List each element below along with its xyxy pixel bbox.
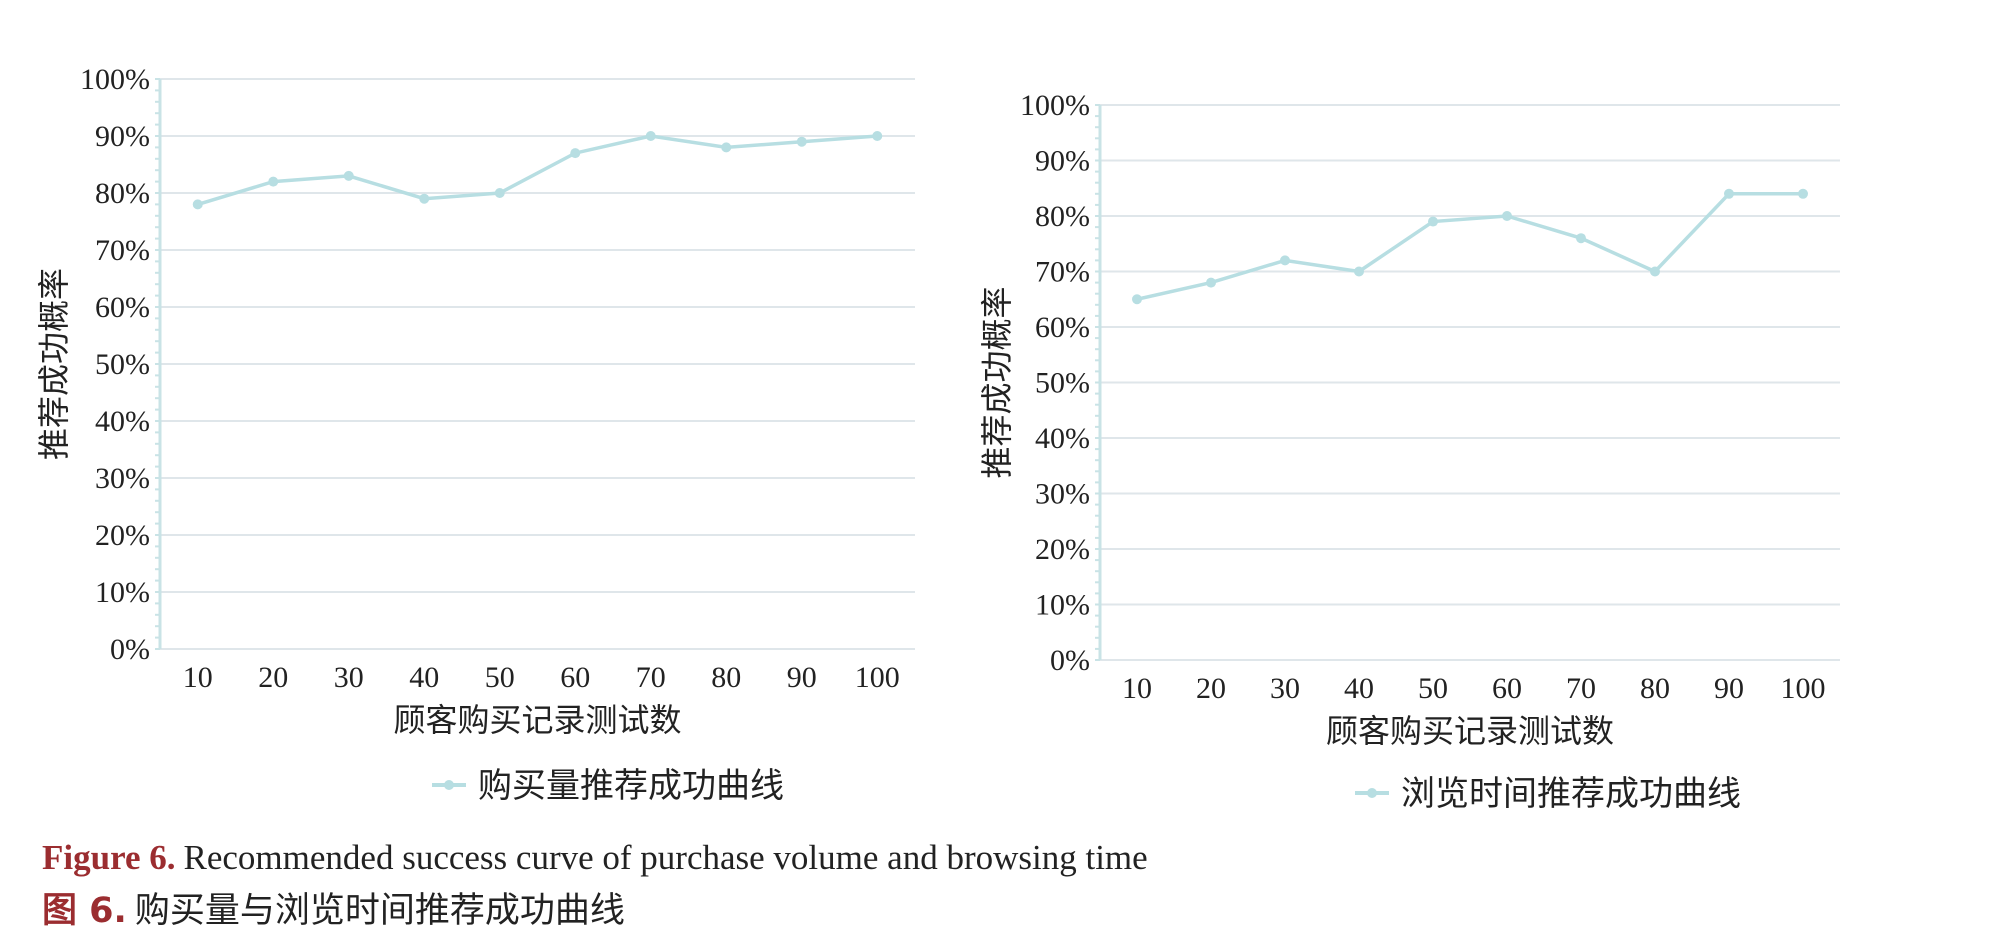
x-tick-label: 20 bbox=[1196, 672, 1226, 705]
chart-purchase-volume: 0% 10% 20% 30% 40% 50% 60% 70% 80% 90% 100% 10 20 30 4… bbox=[35, 63, 915, 806]
figure-caption-zh: 图 6. 购买量与浏览时间推荐成功曲线 bbox=[42, 882, 625, 933]
figure-caption-en: Figure 6. Recommended success curve of pu… bbox=[42, 838, 1148, 878]
data-point bbox=[1798, 188, 1808, 199]
data-point bbox=[570, 148, 581, 159]
y-tick-label: 90% bbox=[95, 120, 150, 153]
data-point bbox=[1502, 211, 1512, 221]
x-tick-label: 40 bbox=[409, 661, 439, 694]
x-tick-label: 20 bbox=[258, 661, 288, 694]
figure-label-zh: 图 6. bbox=[42, 891, 127, 931]
series-line bbox=[197, 134, 878, 207]
x-tick-label: 70 bbox=[636, 661, 666, 694]
y-tick-label: 40% bbox=[95, 405, 150, 438]
x-tick-label: 80 bbox=[711, 661, 741, 694]
data-point bbox=[1280, 255, 1290, 266]
x-tick-label: 90 bbox=[787, 661, 817, 694]
legend-label: 浏览时间推荐成功曲线 bbox=[1401, 774, 1741, 814]
y-tick-label: 60% bbox=[1035, 311, 1090, 344]
data-point bbox=[721, 142, 732, 153]
data-point bbox=[1428, 216, 1438, 227]
y-axis-title: 推荐成功概率 bbox=[35, 268, 73, 460]
figure-caption-zh-text: 购买量与浏览时间推荐成功曲线 bbox=[134, 891, 625, 931]
y-tick-label: 90% bbox=[1035, 145, 1090, 178]
y-tick-label: 80% bbox=[95, 177, 150, 210]
data-point bbox=[343, 170, 354, 181]
x-tick-label: 90 bbox=[1714, 672, 1744, 705]
data-point bbox=[645, 131, 656, 141]
x-tick-label: 40 bbox=[1344, 672, 1374, 705]
y-tick-label: 10% bbox=[95, 576, 150, 609]
data-point bbox=[192, 199, 203, 210]
y-tick-label: 100% bbox=[1020, 89, 1090, 122]
y-tick-label: 50% bbox=[1035, 367, 1090, 400]
x-tick-label: 30 bbox=[334, 661, 364, 694]
figure-caption-en-text: Recommended success curve of purchase vo… bbox=[183, 838, 1148, 877]
y-tick-label: 0% bbox=[110, 633, 150, 666]
y-tick-label: 30% bbox=[1035, 478, 1090, 511]
y-tick-label: 0% bbox=[1050, 644, 1090, 677]
x-tick-label: 70 bbox=[1566, 672, 1596, 705]
y-tick-label: 40% bbox=[1035, 422, 1090, 455]
y-tick-label: 20% bbox=[1035, 533, 1090, 566]
x-tick-label: 100 bbox=[1781, 672, 1826, 705]
x-axis-title: 顾客购买记录测试数 bbox=[1326, 712, 1614, 750]
y-tick-label: 20% bbox=[95, 519, 150, 552]
legend-marker bbox=[1367, 788, 1377, 798]
data-point bbox=[419, 193, 430, 204]
data-point bbox=[1724, 188, 1734, 199]
y-axis-title: 推荐成功概率 bbox=[978, 286, 1016, 478]
y-tick-label: 60% bbox=[95, 291, 150, 324]
x-tick-label: 10 bbox=[1122, 672, 1152, 705]
x-tick-label: 50 bbox=[485, 661, 515, 694]
data-point bbox=[872, 131, 883, 141]
y-tick-label: 10% bbox=[1035, 589, 1090, 622]
data-point bbox=[796, 136, 807, 147]
y-tick-label: 100% bbox=[80, 63, 150, 96]
x-tick-label: 10 bbox=[183, 661, 213, 694]
data-point bbox=[268, 176, 279, 187]
x-tick-label: 50 bbox=[1418, 672, 1448, 705]
x-tick-label: 30 bbox=[1270, 672, 1300, 705]
figure-label-en: Figure 6. bbox=[42, 838, 176, 877]
x-tick-label: 60 bbox=[1492, 672, 1522, 705]
x-axis-title: 顾客购买记录测试数 bbox=[393, 701, 681, 739]
y-tick-label: 50% bbox=[95, 348, 150, 381]
data-point bbox=[494, 188, 505, 198]
chart-browsing-time: 0% 10% 20% 30% 40% 50% 60% 70% 80% 90% 100% 10 20 30 4… bbox=[978, 89, 1840, 814]
data-point bbox=[1206, 277, 1216, 288]
data-point bbox=[1576, 233, 1586, 244]
series-line bbox=[1136, 192, 1803, 301]
legend-marker bbox=[444, 780, 454, 790]
data-point bbox=[1650, 266, 1660, 277]
data-point bbox=[1354, 266, 1364, 277]
y-tick-label: 70% bbox=[95, 234, 150, 267]
x-tick-label: 60 bbox=[560, 661, 590, 694]
x-tick-label: 100 bbox=[855, 661, 900, 694]
x-tick-label: 80 bbox=[1640, 672, 1670, 705]
y-tick-label: 80% bbox=[1035, 200, 1090, 233]
y-tick-label: 70% bbox=[1035, 256, 1090, 289]
data-point bbox=[1132, 294, 1142, 305]
legend-label: 购买量推荐成功曲线 bbox=[478, 766, 784, 806]
y-tick-label: 30% bbox=[95, 462, 150, 495]
